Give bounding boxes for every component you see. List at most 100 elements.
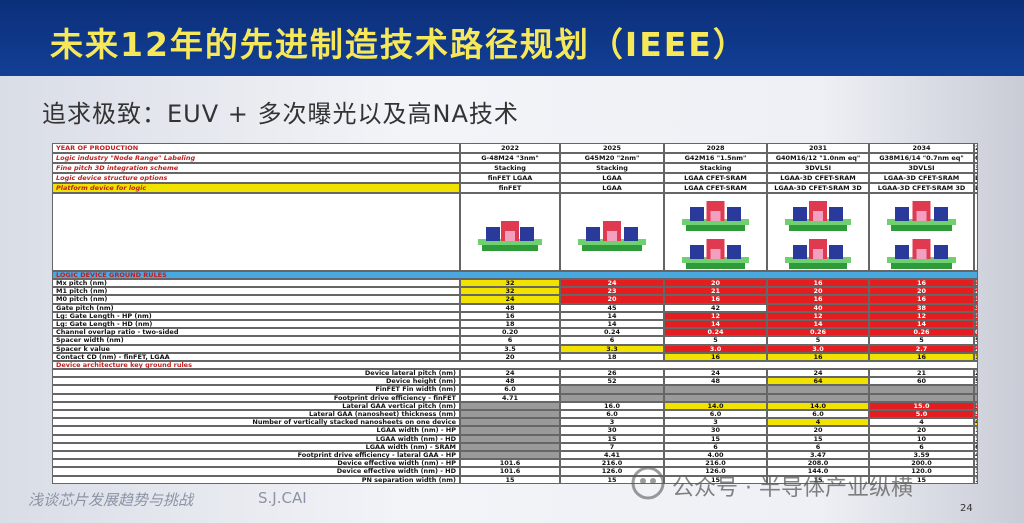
table-cell: G38M16/14 "0.5nm eq": [974, 153, 978, 163]
row-label: Device height (nm): [52, 377, 460, 386]
page-number: 24: [960, 503, 973, 514]
table-cell: [560, 385, 664, 394]
diagram-label-cell: [52, 193, 460, 271]
device-part: [582, 243, 642, 251]
row-label: Contact CD (nm) - finFET, LGAA: [52, 352, 460, 361]
table-cell: 5.0: [869, 410, 974, 419]
table-cell: 5: [767, 336, 869, 345]
table-cell: [974, 385, 978, 394]
table-cell: 16: [664, 352, 767, 361]
table-cell: 64: [767, 377, 869, 386]
table-cell: 14: [560, 320, 664, 329]
table-cell: 200.0: [869, 459, 974, 468]
table-cell: 15: [664, 475, 767, 484]
table-cell: 5: [974, 336, 978, 345]
table-cell: LGAA CFET-SRAM: [664, 183, 767, 193]
table-cell: 16: [869, 352, 974, 361]
table-cell: 18: [460, 320, 560, 329]
table-cell: 16.0: [560, 401, 664, 410]
table-cell: 3.0: [664, 344, 767, 353]
device-part: [586, 227, 600, 241]
table-cell: 4.71: [974, 451, 978, 460]
table-cell: 20: [560, 295, 664, 304]
table-cell: 14: [767, 320, 869, 329]
table-cell: 38: [869, 303, 974, 312]
table-cell: 3.0: [767, 344, 869, 353]
table-cell: 16: [460, 311, 560, 320]
table-cell: 6: [664, 442, 767, 451]
section-header: Device architecture key ground rules: [52, 361, 978, 369]
table-cell: G42M16 "1.5nm": [664, 153, 767, 163]
table-cell: 14: [664, 320, 767, 329]
table-cell: 24: [460, 369, 560, 378]
table-cell: 216.0: [560, 459, 664, 468]
table-cell: 0.26: [767, 328, 869, 337]
table-cell: 216.0: [664, 459, 767, 468]
device-part: [789, 261, 847, 269]
row-label: Logic industry "Node Range" Labeling: [52, 153, 460, 163]
device-part: [486, 227, 500, 241]
table-cell: 126.0: [664, 467, 767, 476]
table-cell: 14: [560, 311, 664, 320]
table-cell: 6: [460, 336, 560, 345]
table-cell: 48: [664, 377, 767, 386]
row-label: Spacer width (nm): [52, 336, 460, 345]
table-cell: [767, 393, 869, 402]
device-part: [686, 261, 745, 269]
table-cell: [460, 434, 560, 443]
device-part: [813, 249, 823, 259]
table-cell: 3: [560, 418, 664, 427]
table-cell: 3.59: [869, 451, 974, 460]
table-cell: G38M16/14 "0.7nm eq": [869, 153, 974, 163]
device-part: [934, 207, 948, 221]
row-label: Spacer k value: [52, 344, 460, 353]
table-cell: 15: [664, 434, 767, 443]
row-label: Device effective width (nm) - HD: [52, 467, 460, 476]
device-part: [505, 231, 515, 241]
device-part: [578, 239, 646, 245]
table-cell: LGAA: [560, 183, 664, 193]
table-cell: 23: [560, 287, 664, 296]
title-banner: [0, 0, 1024, 76]
device-part: [934, 245, 948, 259]
table-cell: 24: [767, 369, 869, 378]
column-header: 2031: [767, 143, 869, 153]
device-part: [607, 231, 617, 241]
table-cell: 5: [869, 336, 974, 345]
table-cell: 6: [869, 442, 974, 451]
table-cell: 144.0: [767, 467, 869, 476]
column-header: 2034: [869, 143, 974, 153]
table-cell: 12: [869, 311, 974, 320]
table-cell: 15: [460, 475, 560, 484]
row-label: Device lateral pitch (nm): [52, 369, 460, 378]
row-label: LGAA width (nm) - HD: [52, 434, 460, 443]
row-label: Lg: Gate Length - HP (nm): [52, 311, 460, 320]
table-cell: 5.0: [974, 410, 978, 419]
table-cell: 3.5: [460, 344, 560, 353]
device-part: [686, 223, 745, 231]
row-label: LGAA width (nm) - SRAM: [52, 442, 460, 451]
table-cell: LGAA: [560, 173, 664, 183]
table-cell: 0.26: [974, 328, 978, 337]
table-cell: 21: [869, 369, 974, 378]
device-part: [710, 211, 721, 221]
device-part: [793, 207, 807, 221]
table-cell: 20: [974, 287, 978, 296]
device-diagram: [682, 201, 749, 269]
table-cell: 3: [664, 418, 767, 427]
table-cell: 32: [460, 279, 560, 288]
table-cell: 6: [767, 442, 869, 451]
table-cell: 15: [974, 475, 978, 484]
table-cell: 38: [974, 303, 978, 312]
table-cell: 12: [767, 311, 869, 320]
table-cell: 15: [560, 434, 664, 443]
table-cell: 56: [974, 377, 978, 386]
device-part: [813, 211, 823, 221]
table-cell: [767, 385, 869, 394]
table-cell: 16: [974, 279, 978, 288]
table-cell: 20: [869, 287, 974, 296]
device-part: [891, 223, 952, 231]
table-cell: 45: [560, 303, 664, 312]
table-cell: 14.0: [974, 401, 978, 410]
section-header: LOGIC DEVICE GROUND RULES: [52, 271, 978, 279]
